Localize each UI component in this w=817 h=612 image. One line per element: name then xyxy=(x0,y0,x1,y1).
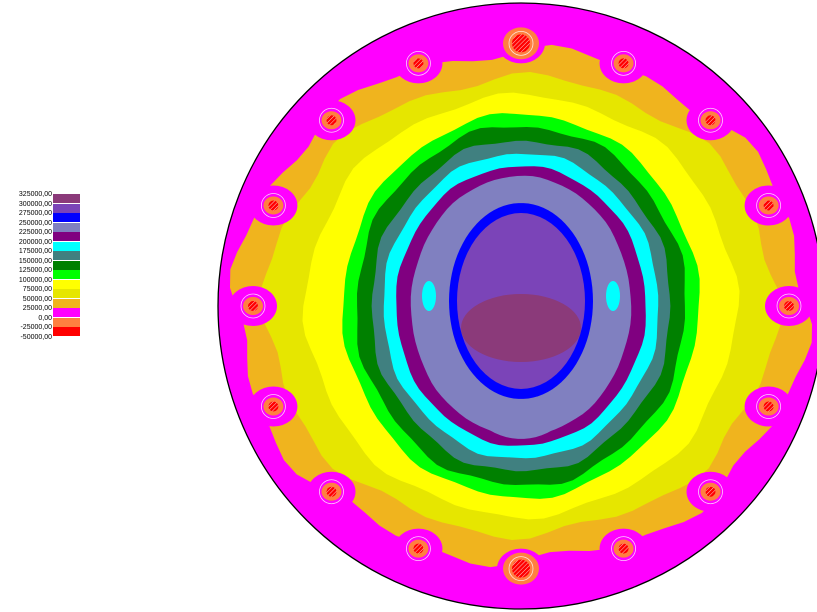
legend-entry: 50000,00 xyxy=(0,295,90,308)
legend-label: 300000,00 xyxy=(18,200,52,208)
support-core xyxy=(784,301,794,311)
legend-swatch xyxy=(53,241,80,251)
legend-label: 75000,00 xyxy=(22,286,52,293)
support-outline xyxy=(261,394,286,419)
support-core xyxy=(268,401,279,412)
support-outline xyxy=(611,536,636,562)
legend-label: 150000,00 xyxy=(18,257,52,265)
support-core xyxy=(618,543,629,554)
support-outline xyxy=(508,30,534,56)
legend-entry: 0,00 xyxy=(0,314,90,327)
legend-label: 200000,00 xyxy=(18,238,52,246)
slab-disk xyxy=(218,3,817,609)
legend-entry: 125000,00 xyxy=(0,266,90,279)
legend-swatch xyxy=(53,232,80,241)
legend-swatch xyxy=(53,289,80,298)
legend-entry: -50000,00 xyxy=(0,333,90,342)
contour-band xyxy=(461,294,581,362)
legend-entry: 75000,00 xyxy=(0,285,90,298)
legend-label: 125000,00 xyxy=(18,267,52,274)
contour-band xyxy=(606,281,620,311)
legend-swatch xyxy=(53,260,80,270)
support-core xyxy=(413,58,424,69)
legend-entry: 25000,00 xyxy=(0,304,90,317)
legend-label: 50000,00 xyxy=(22,295,52,303)
support-core xyxy=(326,115,337,126)
support-core xyxy=(413,543,424,554)
legend-label: 175000,00 xyxy=(18,248,52,255)
legend-entry: 325000,00 xyxy=(0,190,90,203)
legend-swatch xyxy=(53,327,80,336)
legend-label: -50000,00 xyxy=(20,333,52,341)
support-outline xyxy=(406,536,431,562)
legend-swatch xyxy=(53,222,80,232)
legend-swatch xyxy=(53,251,80,260)
legend-swatch xyxy=(53,194,80,203)
legend-label: 225000,00 xyxy=(18,229,52,236)
support-core xyxy=(248,301,258,311)
legend-label: 25000,00 xyxy=(22,305,52,312)
support-outline xyxy=(319,479,344,505)
support-outline xyxy=(240,293,266,319)
support-outline xyxy=(319,107,344,133)
legend-label: 275000,00 xyxy=(18,210,52,217)
support-core xyxy=(512,34,530,53)
legend-swatch xyxy=(53,298,80,308)
legend-entry: 225000,00 xyxy=(0,228,90,241)
support-outline xyxy=(698,479,723,505)
support-outline xyxy=(756,394,781,419)
legend-swatch xyxy=(53,317,80,327)
legend-entry: 275000,00 xyxy=(0,209,90,222)
legend-swatch xyxy=(53,279,80,289)
legend-entry: -25000,00 xyxy=(0,323,90,336)
support-core xyxy=(512,559,530,578)
legend-entry: 175000,00 xyxy=(0,247,90,260)
legend-entry: 200000,00 xyxy=(0,238,90,251)
legend-entry: 300000,00 xyxy=(0,200,90,213)
legend-swatch xyxy=(53,308,80,317)
support-outline xyxy=(406,50,431,76)
legend-swatch xyxy=(53,270,80,279)
support-outline xyxy=(611,50,636,76)
legend-label: 250000,00 xyxy=(18,219,52,227)
legend-entry: 250000,00 xyxy=(0,219,90,232)
legend-swatch xyxy=(53,213,80,222)
support-outline xyxy=(698,107,723,133)
legend-label: 325000,00 xyxy=(18,191,52,198)
legend-entry: 150000,00 xyxy=(0,257,90,270)
legend-label: 100000,00 xyxy=(18,276,52,284)
support-core xyxy=(705,115,716,126)
legend-swatch xyxy=(53,203,80,213)
support-core xyxy=(763,401,774,412)
support-outline xyxy=(261,193,286,218)
legend-label: 0,00 xyxy=(38,314,52,322)
legend-entry: 100000,00 xyxy=(0,276,90,289)
slab-outline xyxy=(217,2,817,610)
support-core xyxy=(268,200,279,211)
support-core xyxy=(618,58,629,69)
support-core xyxy=(763,200,774,211)
support-outline xyxy=(508,556,534,582)
support-core xyxy=(326,486,337,497)
support-core xyxy=(705,486,716,497)
support-outline xyxy=(756,193,781,218)
legend-label: -25000,00 xyxy=(20,324,52,331)
contour-band xyxy=(422,281,436,311)
support-outline xyxy=(776,293,802,319)
